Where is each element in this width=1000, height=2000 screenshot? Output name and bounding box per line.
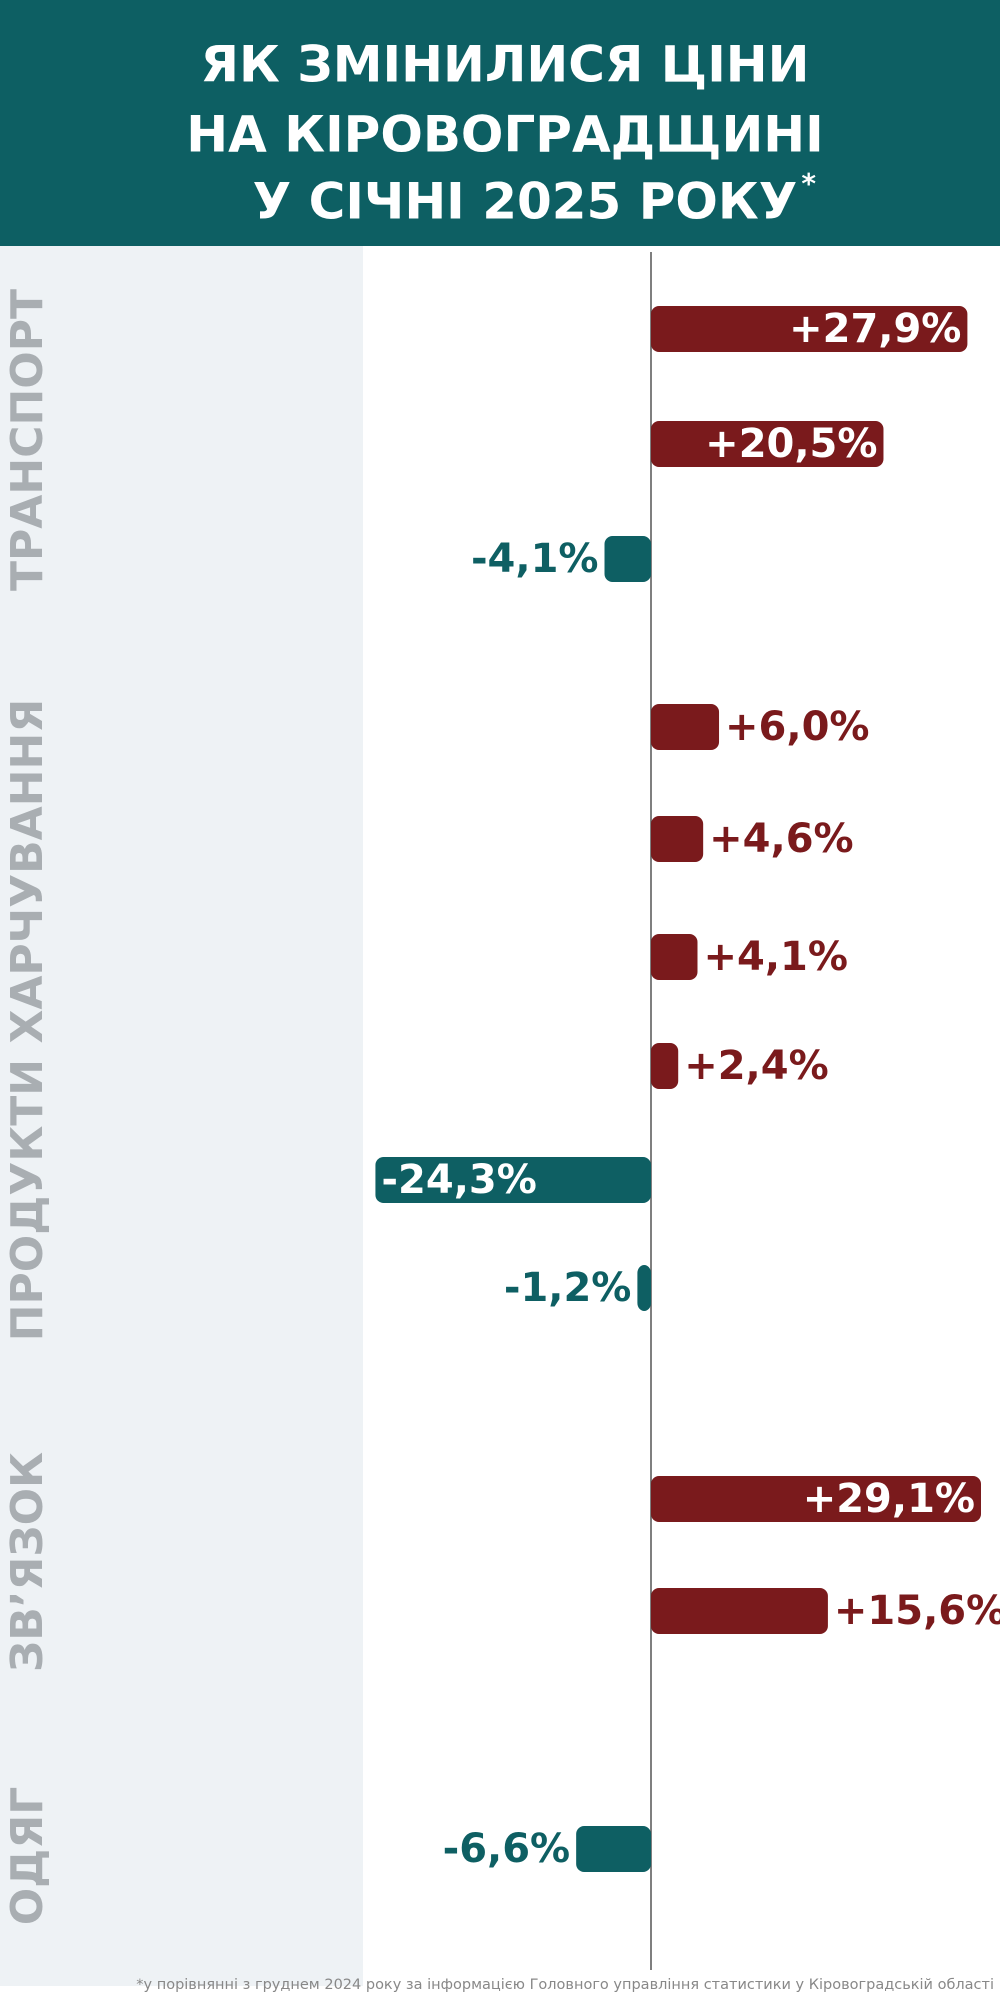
group-label: ЗВ’ЯЗОК bbox=[2, 1452, 53, 1672]
bar bbox=[651, 934, 698, 980]
value-label: -1,2% bbox=[504, 1265, 632, 1311]
value-label: +4,1% bbox=[703, 934, 847, 980]
value-label: +20,5% bbox=[705, 421, 877, 467]
bar bbox=[651, 816, 704, 862]
image-panel bbox=[0, 246, 363, 1986]
value-label: -4,1% bbox=[471, 536, 599, 582]
bar bbox=[651, 421, 884, 467]
bar bbox=[375, 1157, 651, 1203]
value-label: +6,0% bbox=[725, 704, 869, 750]
value-label: +15,6% bbox=[834, 1588, 1000, 1634]
bar bbox=[651, 1043, 679, 1089]
bar bbox=[651, 1476, 981, 1522]
group-label: ТРАНСПОРТ bbox=[2, 289, 53, 591]
value-label: -24,3% bbox=[381, 1157, 536, 1203]
title-mark: * bbox=[801, 167, 816, 200]
group-label: ПРОДУКТИ ХАРЧУВАННЯ bbox=[2, 699, 53, 1342]
value-label: +2,4% bbox=[684, 1043, 828, 1089]
bar bbox=[637, 1265, 651, 1311]
title-line: НА КІРОВОГРАДЩИНІ bbox=[186, 106, 824, 164]
bar bbox=[604, 536, 651, 582]
group-label: ОДЯГ bbox=[2, 1787, 53, 1926]
bar bbox=[576, 1826, 651, 1872]
bar bbox=[651, 704, 720, 750]
header bbox=[0, 0, 1000, 246]
bar bbox=[651, 1588, 828, 1634]
value-label: -6,6% bbox=[443, 1826, 571, 1872]
title-line: У СІЧНІ 2025 РОКУ bbox=[253, 173, 798, 231]
footnote: *у порівнянні з груднем 2024 року за інф… bbox=[136, 1977, 994, 1993]
value-label: +27,9% bbox=[789, 306, 961, 352]
bar bbox=[651, 306, 968, 352]
value-label: +4,6% bbox=[709, 816, 853, 862]
title-line: ЯК ЗМІНИЛИСЯ ЦІНИ bbox=[200, 36, 809, 94]
value-label: +29,1% bbox=[803, 1476, 975, 1522]
